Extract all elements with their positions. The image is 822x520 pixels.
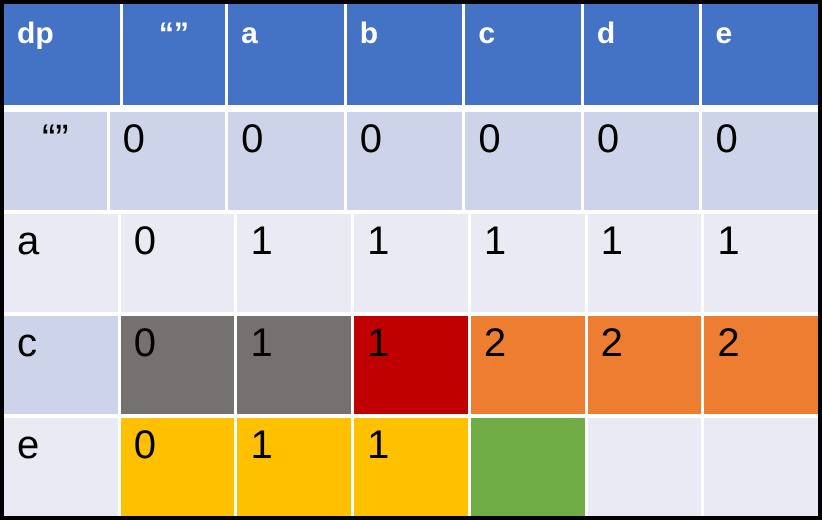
header-cell-d: d [583, 4, 700, 105]
table-row-empty-string: “” 0 0 0 0 0 0 [4, 112, 819, 210]
cell-c-d: 2 [587, 316, 702, 414]
cell-c-empty: 0 [120, 316, 235, 414]
row-label-a: a [4, 214, 118, 312]
row-label-e: e [4, 418, 118, 516]
cell-e-b: 1 [354, 418, 468, 516]
cell-e-empty: 0 [120, 418, 235, 516]
table-row-e: e 0 1 1 [4, 418, 819, 516]
cell-c-a: 1 [237, 316, 352, 414]
row-label-empty-string: “” [4, 112, 107, 210]
header-cell-empty-string: “” [122, 4, 226, 105]
cell-empty-d: 0 [583, 112, 700, 210]
cell-a-empty: 0 [120, 214, 235, 312]
table-header-row: dp “” a b c d e [4, 4, 819, 105]
row-label-c: c [4, 316, 118, 414]
cell-empty-a: 0 [228, 112, 344, 210]
cell-e-d [587, 418, 702, 516]
header-cell-b: b [346, 4, 463, 105]
cell-a-a: 1 [237, 214, 352, 312]
cell-e-c [470, 418, 585, 516]
cell-c-e: 2 [704, 316, 819, 414]
cell-a-e: 1 [704, 214, 819, 312]
table-row-a: a 0 1 1 1 1 1 [4, 214, 819, 312]
header-cell-c: c [465, 4, 581, 105]
header-cell-a: a [228, 4, 344, 105]
cell-empty-e: 0 [702, 112, 819, 210]
header-cell-e: e [702, 4, 819, 105]
header-cell-dp: dp [4, 4, 120, 105]
table-row-c: c 0 1 1 2 2 2 [4, 316, 819, 414]
cell-empty-b: 0 [346, 112, 463, 210]
cell-c-c: 2 [470, 316, 585, 414]
cell-a-d: 1 [587, 214, 702, 312]
cell-e-e [704, 418, 819, 516]
cell-c-b: 1 [354, 316, 468, 414]
cell-empty-c: 0 [465, 112, 581, 210]
cell-empty-empty: 0 [109, 112, 226, 210]
cell-a-c: 1 [470, 214, 585, 312]
cell-a-b: 1 [354, 214, 468, 312]
cell-e-a: 1 [237, 418, 352, 516]
